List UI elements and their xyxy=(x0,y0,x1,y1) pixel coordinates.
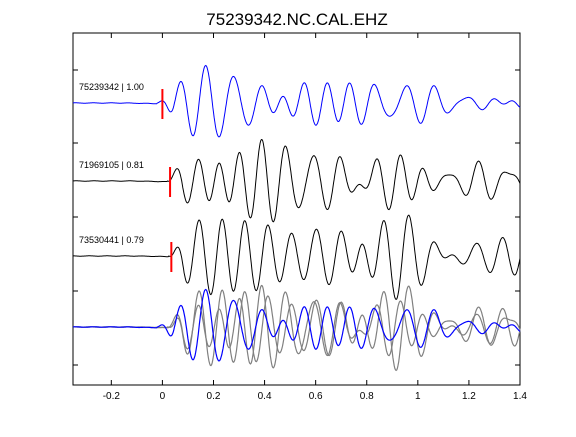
trace-group xyxy=(73,64,521,372)
x-tick-label: 1.4 xyxy=(513,391,527,402)
x-tick-label: 1 xyxy=(415,391,421,402)
x-tick-label: 0.8 xyxy=(360,391,374,402)
trace-label-71969105: 71969105 | 0.81 xyxy=(79,160,144,170)
trace-line-73530441 xyxy=(73,214,521,301)
x-tick-label: 0.4 xyxy=(258,391,272,402)
overlay-trace-75239342 xyxy=(73,288,521,362)
x-tick-label: 1.2 xyxy=(462,391,476,402)
trace-label-73530441: 73530441 | 0.79 xyxy=(79,235,144,245)
trace-labels: 75239342 | 1.00 71969105 | 0.81 73530441 |… xyxy=(79,82,144,245)
x-tick-label: 0.2 xyxy=(207,391,221,402)
x-axis: -0.2 0 0.2 0.4 0.6 0.8 1 1.2 1.4 xyxy=(103,33,527,402)
overlay-trace-73530441 xyxy=(73,285,521,372)
x-tick-label: 0 xyxy=(160,391,166,402)
x-tick-label: 0.6 xyxy=(309,391,323,402)
plot-frame xyxy=(72,32,521,386)
chart-title: 75239342.NC.CAL.EHZ xyxy=(206,10,387,29)
trace-line-75239342 xyxy=(73,64,521,138)
x-tick-label: -0.2 xyxy=(103,391,121,402)
y-axis xyxy=(73,69,520,366)
trace-line-71969105 xyxy=(73,138,521,223)
trace-label-75239342: 75239342 | 1.00 xyxy=(79,82,144,92)
